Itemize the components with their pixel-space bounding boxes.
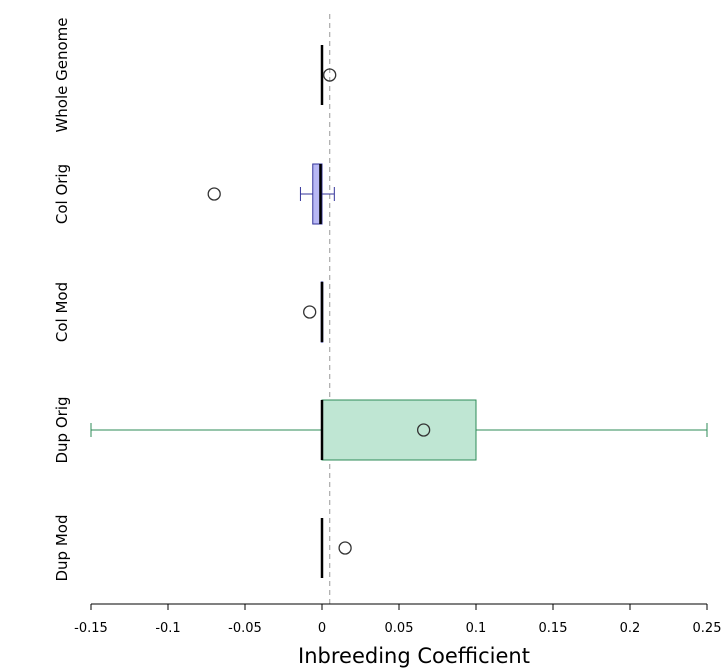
- category-label: Whole Genome: [53, 17, 71, 132]
- x-axis-title: Inbreeding Coefficient: [298, 644, 530, 668]
- x-tick-label: 0: [318, 621, 326, 636]
- category-label: Col Mod: [53, 282, 71, 342]
- category-label: Dup Mod: [53, 515, 71, 582]
- x-tick-label: -0.1: [155, 621, 180, 636]
- x-tick-label: 0.1: [466, 621, 487, 636]
- mean-marker: [338, 541, 352, 555]
- x-tick-label: -0.15: [74, 621, 108, 636]
- box: [312, 163, 323, 225]
- mean-marker: [323, 68, 337, 82]
- mean-marker: [303, 305, 317, 319]
- x-tick-label: -0.05: [228, 621, 262, 636]
- x-tick-label: 0.2: [620, 621, 641, 636]
- plot-area: -0.15 -0.1 -0.05 0 0.05 0.1 0.15 0.2 0.25 Whole G…: [53, 14, 721, 636]
- category-label: Col Orig: [53, 164, 71, 224]
- box: [321, 399, 477, 461]
- mean-marker: [416, 423, 431, 437]
- x-tick-label: 0.25: [693, 621, 722, 636]
- category-label: Dup Orig: [53, 396, 71, 463]
- mean-marker: [207, 187, 221, 201]
- x-tick-label: 0.15: [539, 621, 568, 636]
- x-tick-label: 0.05: [385, 621, 414, 636]
